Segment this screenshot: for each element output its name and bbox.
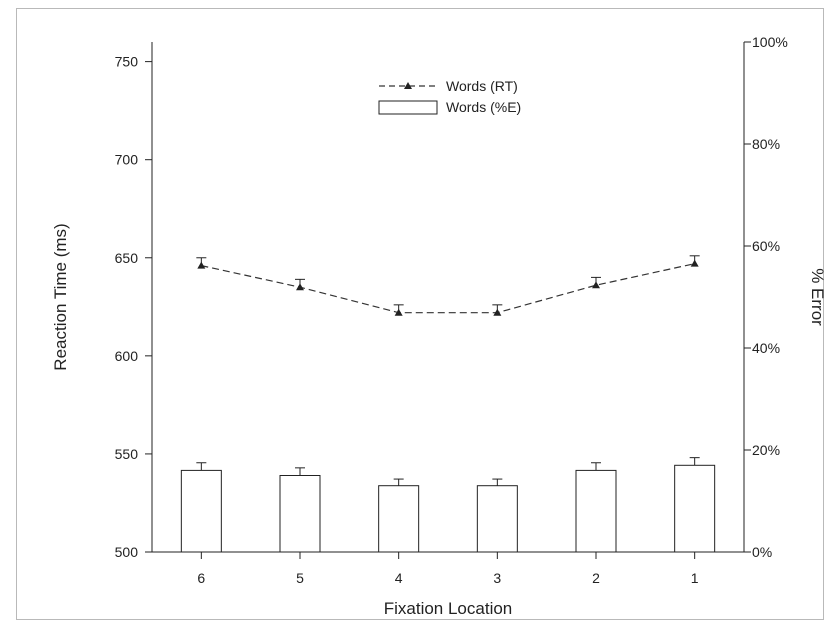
line-layer — [196, 255, 700, 316]
y2-axis-title: % Error — [808, 268, 827, 326]
rt-series-line — [201, 263, 695, 314]
axes-layer — [151, 42, 745, 553]
left-tick-label: 550 — [115, 446, 139, 462]
rt-point-marker — [690, 259, 699, 267]
error-bar-rect — [180, 469, 222, 553]
left-tick-label: 650 — [115, 250, 139, 266]
rt-point-marker — [197, 261, 206, 269]
right-tick-label: 80% — [752, 136, 780, 152]
x-tick-label: 6 — [197, 570, 205, 586]
legend-label-error: Words (%E) — [446, 99, 521, 115]
x-tick-label: 1 — [691, 570, 699, 586]
left-tick-label: 500 — [115, 544, 139, 560]
error-bar-rect — [674, 464, 716, 553]
legend-label-rt: Words (RT) — [446, 78, 518, 94]
left-tick-label: 700 — [115, 152, 139, 168]
rt-point-marker — [493, 308, 502, 316]
legend-triangle-marker — [404, 82, 412, 89]
error-bar-rect — [378, 485, 420, 553]
bars-layer — [180, 457, 716, 553]
y-axis-title: Reaction Time (ms) — [51, 223, 70, 370]
rt-point-marker — [296, 283, 304, 291]
legend-bar-swatch — [378, 100, 438, 115]
x-tick-label: 3 — [493, 570, 501, 586]
left-tick-label: 600 — [115, 348, 139, 364]
rt-point-marker — [394, 308, 403, 316]
error-bar-rect — [279, 475, 321, 553]
error-bar-rect — [476, 485, 518, 553]
x-axis-title: Fixation Location — [384, 599, 513, 618]
chart-frame — [16, 8, 824, 620]
x-tick-label: 5 — [296, 570, 304, 586]
legend: Words (RT) Words (%E) — [378, 78, 521, 115]
right-tick-label: 100% — [752, 34, 788, 50]
right-tick-label: 40% — [752, 340, 780, 356]
x-tick-label: 2 — [592, 570, 600, 586]
right-tick-label: 20% — [752, 442, 780, 458]
left-tick-label: 750 — [115, 54, 139, 70]
x-tick-label: 4 — [395, 570, 403, 586]
right-tick-label: 0% — [752, 544, 772, 560]
error-bar-rect — [575, 469, 617, 553]
rt-point-marker — [592, 281, 600, 289]
right-tick-label: 60% — [752, 238, 780, 254]
ticks-layer: 500 550 600 650 700 750 0% 20% 40% 60% 80% 100% 6 5 4 3… — [115, 34, 788, 586]
